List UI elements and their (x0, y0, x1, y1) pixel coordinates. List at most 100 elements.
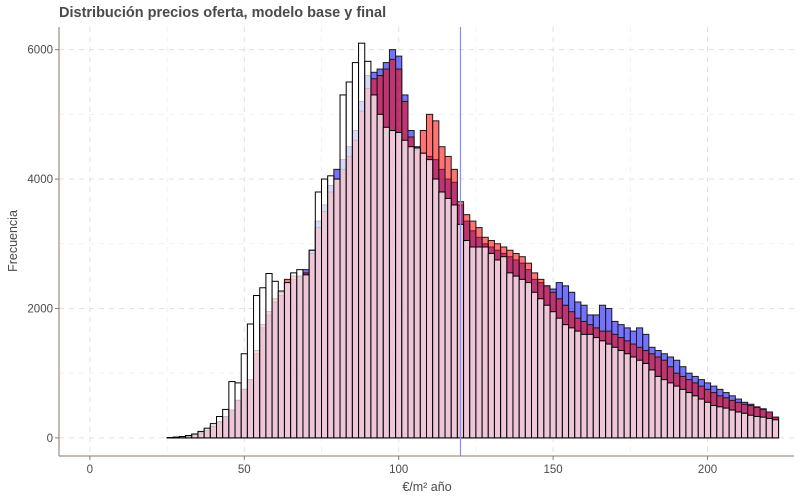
x-tick-label: 200 (698, 464, 717, 476)
histogram-bar (240, 353, 248, 439)
histogram-bar (666, 382, 675, 439)
histogram-bar (364, 60, 372, 439)
histogram-bar (636, 359, 644, 439)
histogram-bar (673, 385, 681, 439)
histogram-bar (382, 126, 390, 439)
histogram-bar (531, 291, 539, 439)
histogram-bar (660, 379, 668, 439)
histogram-bar (561, 324, 570, 439)
histogram-bar (216, 416, 224, 439)
histogram-bar (598, 340, 607, 439)
histogram-bar (203, 427, 211, 439)
histogram-bar (191, 433, 199, 439)
histogram-bar (537, 298, 545, 439)
histogram-bar (617, 350, 625, 439)
histogram-bar (358, 42, 366, 439)
histogram-bar (605, 343, 613, 439)
x-tick-label: 100 (389, 464, 408, 476)
histogram-bar (419, 152, 427, 439)
histogram-bar (549, 311, 557, 439)
histogram-bar (345, 81, 353, 439)
histogram-bar (728, 409, 736, 439)
histogram-bar (555, 317, 563, 439)
histogram-bar (475, 246, 483, 439)
histogram-bar (178, 436, 187, 439)
histogram-bar (741, 412, 749, 439)
histogram-bar (506, 272, 514, 439)
histogram-bar (512, 275, 520, 439)
histogram-bar (407, 146, 415, 439)
histogram-bar (290, 272, 298, 439)
histogram-series (166, 42, 780, 439)
histogram-bar (246, 323, 255, 439)
histogram-bar (253, 295, 261, 439)
histogram-bar (642, 362, 650, 439)
histogram-bar (518, 278, 526, 439)
histogram-bar (314, 191, 322, 439)
histogram-bar (747, 414, 755, 439)
x-tick-label: 0 (87, 464, 93, 476)
histogram-bar (771, 419, 780, 439)
x-tick-label: 150 (544, 464, 563, 476)
y-tick-label: 4000 (27, 174, 53, 186)
histogram-bar (376, 113, 384, 439)
histogram-bar (302, 274, 310, 439)
histogram-bar (172, 436, 180, 439)
histogram-bar (277, 290, 285, 439)
histogram-bar (426, 159, 434, 439)
histogram-bar (691, 395, 699, 439)
histogram-bar (469, 246, 477, 439)
histogram-bar (259, 287, 267, 439)
histogram-bar (197, 430, 205, 439)
histogram-bar (481, 246, 489, 439)
histogram-bar (722, 407, 730, 439)
x-axis-title: €/m² año (402, 480, 451, 494)
histogram-bar (185, 435, 193, 439)
histogram-bar (413, 147, 421, 439)
histogram-bar (444, 197, 452, 439)
histogram-bar (351, 62, 360, 439)
chart-title: Distribución precios oferta, modelo base… (59, 5, 386, 21)
histogram-bar (734, 411, 743, 439)
histogram-bar (654, 375, 662, 439)
histogram-bar (629, 356, 638, 439)
x-axis-ticks: 0 50 100 150 200 (87, 456, 717, 476)
histogram-bar (321, 178, 329, 439)
histogram-bar (234, 382, 242, 439)
histogram-bar (339, 94, 347, 439)
histogram-bar (580, 333, 588, 439)
histogram-bars (166, 42, 780, 439)
y-axis-title: Frecuencia (6, 210, 20, 272)
y-tick-label: 2000 (27, 303, 53, 315)
histogram-bar (500, 256, 508, 439)
histogram-bar (487, 252, 495, 439)
histogram-bar (388, 130, 397, 439)
histogram-bar (333, 178, 341, 439)
histogram-bar (574, 330, 582, 439)
histogram-bar (438, 191, 446, 439)
histogram-bar (765, 417, 773, 439)
histogram-bar (710, 405, 718, 439)
histogram-bar (401, 139, 409, 439)
histogram-bar (679, 388, 687, 439)
histogram-bar (611, 346, 619, 439)
histogram-bar (463, 240, 471, 439)
histogram-bar (703, 401, 712, 439)
histogram-bar (222, 408, 230, 439)
histogram-bar (265, 273, 273, 439)
histogram-bar (759, 416, 767, 439)
x-tick-label: 50 (238, 464, 251, 476)
histogram-bar (450, 204, 458, 439)
histogram-bar (753, 416, 761, 439)
histogram-bar (370, 94, 378, 439)
histogram-bar (543, 304, 551, 439)
histogram-bar (308, 249, 316, 439)
y-tick-label: 0 (47, 433, 53, 445)
histogram-bar (697, 398, 705, 439)
histogram-bar (283, 282, 292, 439)
histogram-bar (524, 282, 533, 439)
histogram-bar (685, 392, 693, 439)
histogram-bar (493, 259, 502, 439)
